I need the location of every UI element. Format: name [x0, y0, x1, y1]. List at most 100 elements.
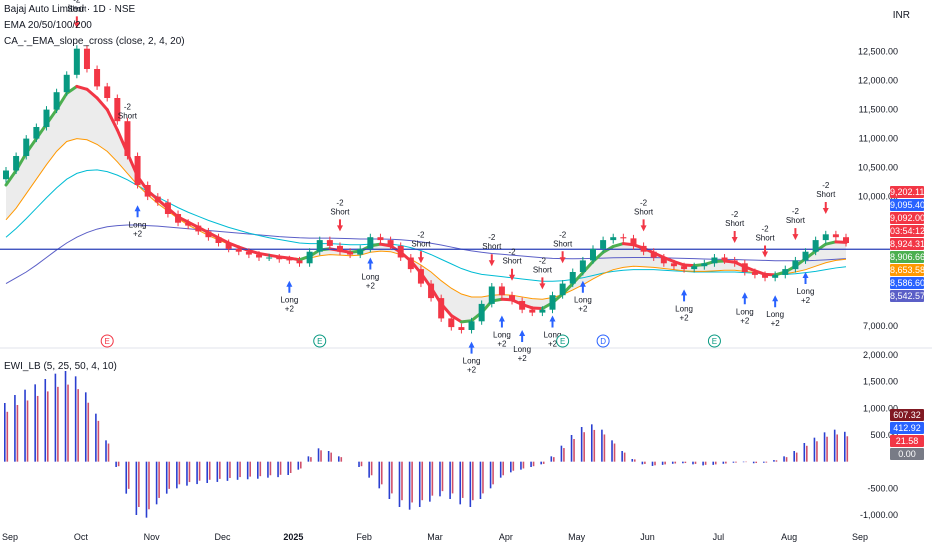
histogram-bar-red — [279, 461, 282, 475]
candle-body — [519, 301, 526, 310]
candle-body — [94, 69, 101, 87]
histogram-bar-blue — [823, 432, 826, 462]
event-marker — [556, 334, 570, 348]
histogram-bar-red — [77, 389, 79, 462]
long-arrow — [134, 205, 141, 218]
histogram-bar-red — [117, 461, 120, 467]
histogram-bar-blue — [469, 461, 472, 507]
indicator-legend[interactable]: CA_-_EMA_slope_cross (close, 2, 4, 20) — [4, 36, 185, 47]
ema-20-segment — [85, 87, 99, 100]
histogram-bar-red — [87, 402, 90, 462]
long-signal-value: +2 — [680, 313, 690, 322]
histogram-bar-red — [482, 461, 484, 494]
indicator-axis-label: -500.00 — [867, 483, 898, 493]
long-arrow — [519, 330, 526, 342]
candle-body — [468, 321, 475, 330]
histogram-bar-red — [411, 461, 413, 503]
candle-body — [306, 251, 313, 264]
histogram-bar-red — [532, 461, 535, 467]
candle-body — [721, 257, 728, 261]
chart-title[interactable]: Bajaj Auto Limited · 1D · NSE — [4, 4, 136, 15]
indicator-pane[interactable] — [4, 371, 849, 518]
price-pane[interactable]: -2Short-2ShortLong+2Long+2-2ShortLong+2-… — [0, 0, 890, 375]
histogram-bar-blue — [84, 392, 87, 462]
ewi-legend[interactable]: EWI_LB (5, 25, 50, 4, 10) — [4, 361, 117, 372]
candle-body — [559, 283, 566, 296]
histogram-bar-red — [57, 386, 59, 462]
histogram-bar-blue — [34, 384, 36, 462]
candle-body — [175, 214, 182, 223]
candle-body — [529, 309, 536, 313]
ema-20-segment — [530, 306, 544, 311]
histogram-bar-blue — [763, 461, 765, 463]
short-arrow — [731, 231, 738, 243]
short-signal-value: -2 — [731, 210, 739, 219]
price-axis-label: 7,000.00 — [863, 321, 898, 331]
histogram-bar-red — [208, 461, 211, 480]
histogram-bar-red — [269, 461, 272, 476]
short-signal-value: -2 — [488, 233, 496, 242]
ema-legend[interactable]: EMA 20/50/100/200 — [4, 20, 92, 31]
histogram-bar-blue — [439, 461, 441, 497]
short-signal-label: Short — [67, 4, 87, 13]
histogram-bar-red — [421, 461, 424, 501]
histogram-bar-blue — [327, 451, 330, 462]
time-axis-label: Dec — [214, 532, 231, 542]
candle-body — [63, 74, 70, 93]
time-axis-label: Mar — [427, 532, 443, 542]
short-signal-value: -2 — [640, 198, 648, 207]
histogram-bar-red — [522, 461, 525, 469]
long-arrow — [498, 315, 505, 328]
short-arrow — [509, 268, 516, 281]
ema-20-segment — [277, 255, 291, 260]
short-signal-label: Short — [755, 234, 775, 243]
histogram-bar-blue — [388, 461, 391, 499]
histogram-bar-red — [836, 434, 838, 462]
histogram-bar-blue — [661, 461, 664, 465]
histogram-bar-blue — [560, 445, 563, 462]
histogram-bar-blue — [540, 461, 542, 465]
histogram-bar-blue — [813, 437, 816, 462]
ema-20-segment — [672, 260, 686, 267]
histogram-bar-blue — [125, 461, 128, 494]
currency-label[interactable]: INR — [892, 10, 910, 21]
candle-body — [600, 240, 607, 249]
histogram-bar-blue — [479, 461, 482, 499]
histogram-bar-red — [127, 461, 130, 489]
histogram-bar-red — [654, 461, 656, 466]
long-signal-label: Long — [129, 220, 147, 229]
candle-body — [711, 257, 718, 264]
histogram-bar-red — [229, 461, 231, 478]
candle-body — [144, 185, 151, 197]
event-marker — [596, 334, 610, 348]
short-signal-label: Short — [634, 207, 654, 216]
candle-body — [205, 231, 212, 238]
histogram-bar-blue — [105, 440, 107, 462]
long-arrow — [741, 292, 748, 305]
candle-body — [114, 98, 121, 122]
short-signal-label: Short — [411, 239, 431, 248]
candle-body — [670, 263, 677, 267]
indicator-tag: 412.92 — [890, 422, 924, 434]
short-signal-value: -2 — [539, 256, 547, 265]
price-tag: 8,924.31 — [890, 238, 926, 250]
short-signal-value: -2 — [822, 181, 830, 190]
short-arrow — [336, 219, 343, 232]
indicator-axis-label: -1,000.00 — [860, 510, 898, 520]
histogram-bar-blue — [641, 461, 644, 465]
histogram-bar-red — [593, 429, 596, 462]
price-tag: 8,542.57 — [890, 290, 926, 302]
histogram-bar-blue — [165, 461, 168, 494]
candle-body — [357, 248, 364, 255]
long-arrow — [549, 315, 556, 328]
histogram-bar-blue — [196, 461, 198, 485]
histogram-bar-red — [198, 461, 201, 481]
candle-body — [83, 48, 90, 69]
candle-body — [782, 269, 789, 275]
histogram-bar-blue — [257, 461, 259, 479]
candle-body — [650, 251, 657, 258]
histogram-bar-blue — [206, 461, 209, 483]
histogram-bar-blue — [651, 461, 654, 466]
histogram-bar-blue — [611, 440, 613, 462]
